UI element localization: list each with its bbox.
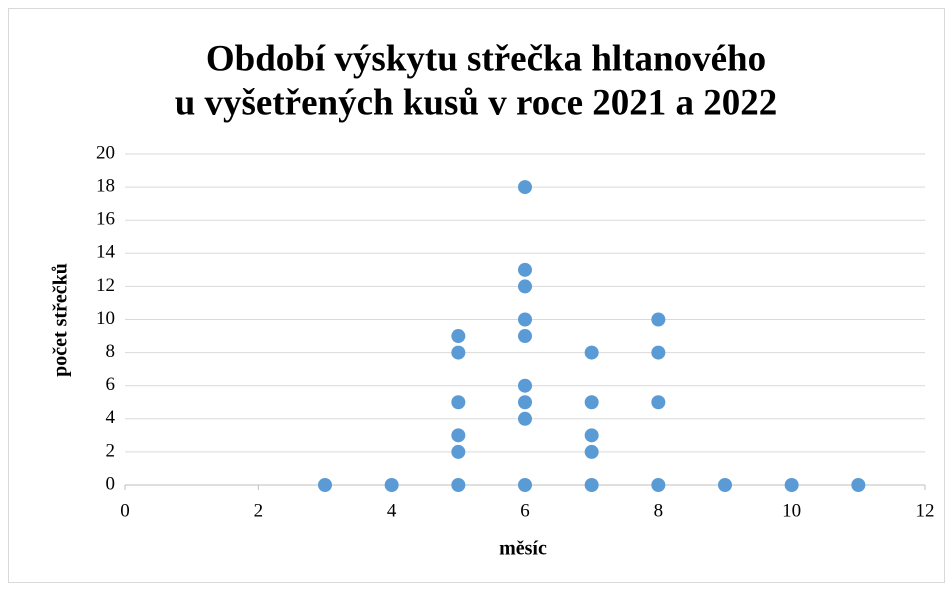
point bbox=[584, 345, 599, 360]
point bbox=[451, 329, 466, 344]
y-tick-label: 12 bbox=[96, 275, 115, 296]
y-tick-label: 20 bbox=[96, 142, 115, 163]
point bbox=[451, 345, 466, 360]
y-tick-label: 18 bbox=[96, 175, 115, 196]
x-tick-label: 12 bbox=[916, 500, 935, 521]
y-tick-label: 8 bbox=[106, 341, 116, 362]
point bbox=[518, 279, 532, 294]
point bbox=[518, 411, 532, 426]
point bbox=[451, 444, 466, 459]
point bbox=[518, 262, 532, 277]
chart-title: u vyšetřených kusů v roce 2021 a 2022 bbox=[175, 82, 778, 123]
x-tick-label: 4 bbox=[387, 500, 397, 521]
point bbox=[651, 345, 666, 360]
y-tick-label: 0 bbox=[106, 473, 116, 494]
x-tick-label: 0 bbox=[120, 500, 130, 521]
point bbox=[451, 395, 466, 410]
point bbox=[518, 378, 532, 393]
point bbox=[584, 395, 599, 410]
point bbox=[518, 395, 532, 410]
x-tick-label: 10 bbox=[782, 500, 801, 521]
y-tick-label: 16 bbox=[96, 209, 115, 230]
x-tick-label: 6 bbox=[520, 500, 530, 521]
point bbox=[451, 428, 466, 443]
chart-title: Období výskytu střečka hltanového bbox=[206, 38, 766, 79]
point bbox=[451, 478, 466, 492]
point bbox=[584, 478, 599, 492]
point bbox=[518, 329, 532, 344]
y-tick-label: 4 bbox=[106, 407, 116, 428]
y-axis-label: počet střečků bbox=[50, 263, 72, 377]
point bbox=[651, 478, 666, 492]
point bbox=[518, 180, 532, 195]
point bbox=[718, 478, 732, 492]
y-tick-label: 2 bbox=[106, 440, 116, 461]
y-tick-label: 10 bbox=[96, 308, 115, 329]
x-axis-label: měsíc bbox=[499, 538, 547, 560]
point bbox=[584, 444, 599, 459]
point bbox=[651, 312, 666, 327]
point bbox=[518, 478, 532, 492]
y-tick-label: 6 bbox=[106, 374, 116, 395]
point bbox=[384, 478, 399, 492]
x-tick-label: 8 bbox=[654, 500, 664, 521]
y-tick-label: 14 bbox=[96, 242, 116, 263]
x-tick-label: 2 bbox=[254, 500, 264, 521]
point bbox=[651, 395, 666, 410]
point bbox=[851, 478, 866, 492]
point bbox=[318, 478, 332, 492]
point bbox=[518, 312, 532, 327]
point bbox=[784, 478, 799, 492]
point bbox=[584, 428, 599, 443]
